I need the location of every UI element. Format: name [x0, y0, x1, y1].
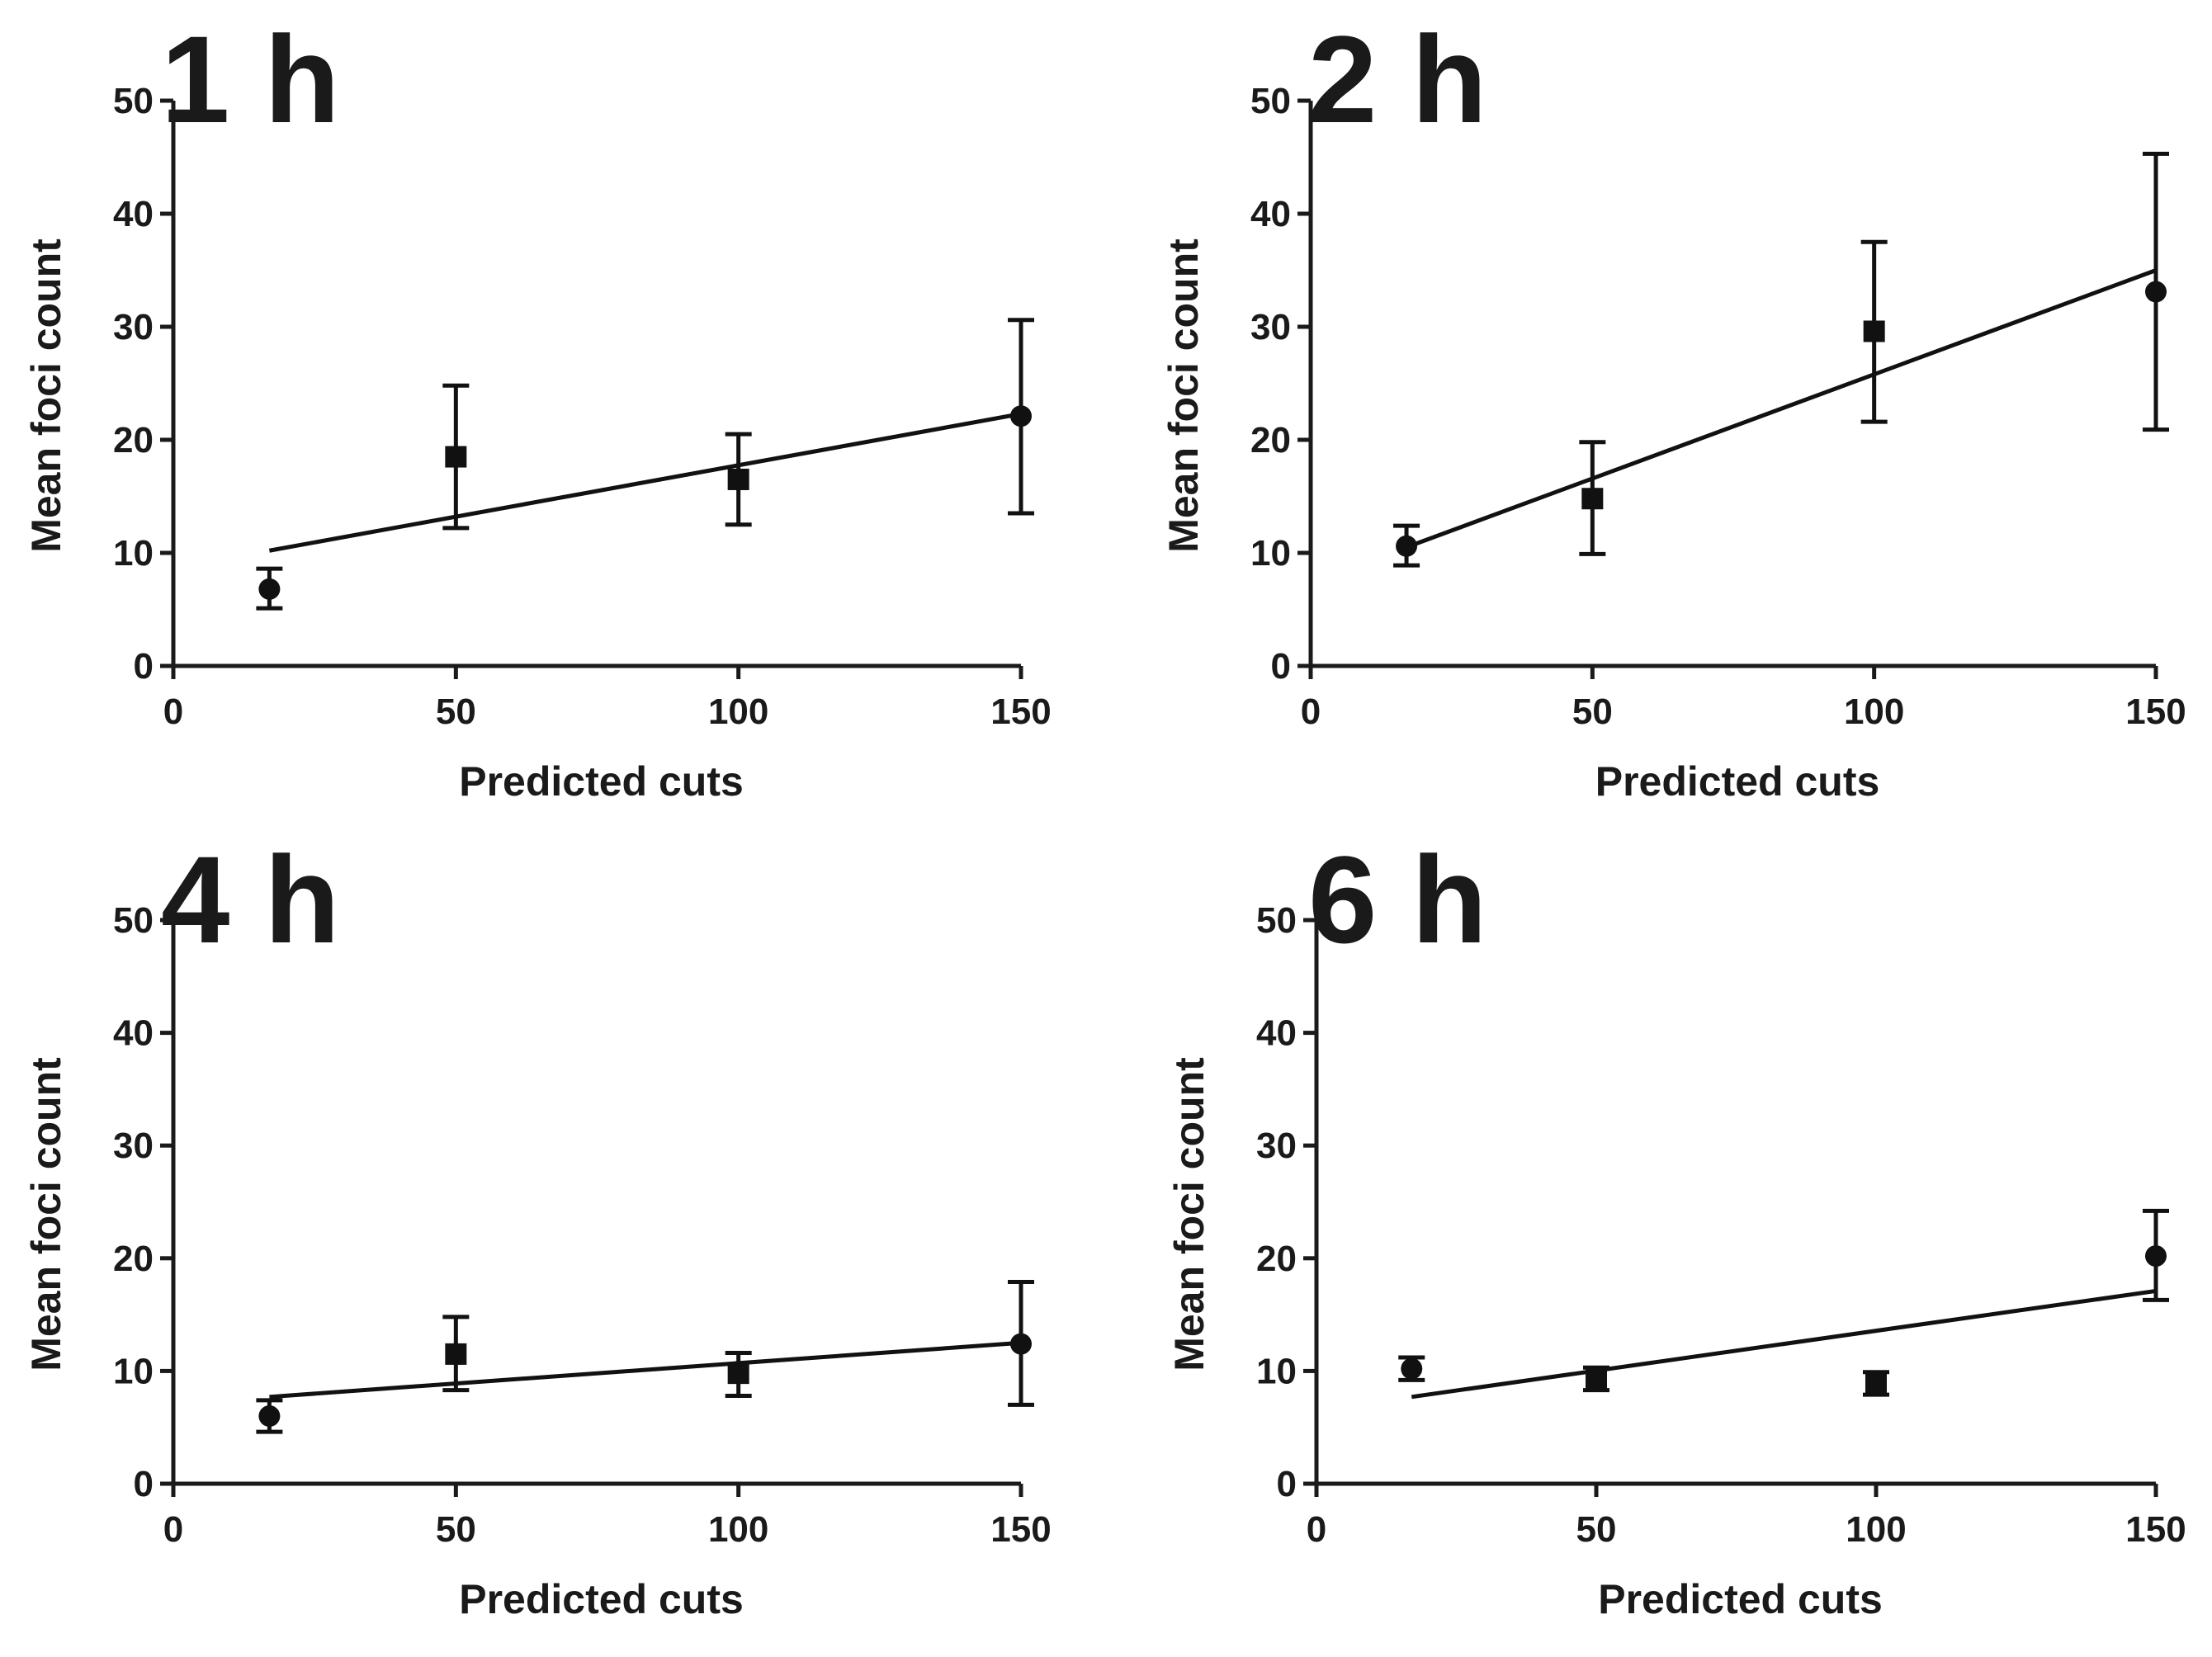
x-tick-label: 0 — [1301, 692, 1321, 732]
y-tick-label: 0 — [1277, 1464, 1297, 1504]
y-tick-label: 40 — [113, 1013, 154, 1054]
y-axis-label: Mean foci count — [23, 238, 69, 553]
data-point-square — [1581, 488, 1604, 510]
x-tick-label: 150 — [2125, 1509, 2186, 1550]
y-tick-label: 20 — [1256, 1239, 1297, 1279]
y-tick-label: 40 — [1256, 1013, 1297, 1054]
x-tick-label: 50 — [1572, 692, 1613, 732]
y-axis-label: Mean foci count — [1160, 238, 1207, 553]
y-tick-label: 30 — [1250, 307, 1291, 347]
x-tick-label: 0 — [1307, 1509, 1326, 1550]
data-point-square — [1586, 1367, 1607, 1390]
x-tick-label: 0 — [163, 1509, 183, 1550]
data-point-square — [727, 1362, 749, 1385]
y-tick-label: 40 — [113, 194, 154, 234]
x-tick-label: 100 — [708, 1509, 768, 1550]
y-tick-label: 10 — [1250, 533, 1291, 574]
fit-line — [1411, 1288, 2157, 1400]
x-axis-label: Predicted cuts — [1595, 758, 1880, 805]
y-tick-label: 10 — [1256, 1351, 1297, 1391]
fit-line — [1406, 268, 2157, 550]
x-tick-label: 150 — [2125, 692, 2186, 732]
x-tick-label: 100 — [1846, 1509, 1906, 1550]
y-tick-label: 30 — [1256, 1126, 1297, 1166]
data-point-circle — [1401, 1357, 1423, 1380]
y-tick-label: 20 — [113, 1239, 154, 1279]
data-point-circle — [1396, 535, 1418, 557]
y-tick-label: 0 — [134, 646, 154, 687]
x-tick-label: 150 — [990, 1509, 1051, 1550]
y-tick-label: 10 — [113, 1351, 154, 1391]
panel-title: 1 h — [161, 10, 340, 149]
y-tick-label: 0 — [1271, 646, 1291, 687]
x-tick-label: 150 — [990, 692, 1051, 732]
x-tick-label: 50 — [436, 1509, 476, 1550]
y-tick-label: 50 — [1250, 81, 1291, 121]
data-point-circle — [1010, 405, 1032, 427]
y-tick-label: 20 — [1250, 420, 1291, 460]
y-axis-label: Mean foci count — [1166, 1057, 1212, 1371]
y-tick-label: 50 — [113, 900, 154, 941]
x-tick-label: 100 — [1844, 692, 1904, 732]
y-tick-label: 40 — [1250, 194, 1291, 234]
y-tick-label: 20 — [113, 420, 154, 460]
x-axis-label: Predicted cuts — [459, 758, 744, 805]
data-point-circle — [258, 1405, 281, 1428]
data-point-circle — [1010, 1333, 1032, 1355]
fit-line — [268, 412, 1022, 553]
panel-1: 1 h 0 10 20 30 40 50 0 50 100 150 Predicted cuts Mea… — [23, 10, 1052, 805]
y-tick-label: 0 — [134, 1464, 154, 1504]
x-axis-label: Predicted cuts — [459, 1576, 744, 1622]
data-point-square — [445, 446, 467, 468]
panel-3: 4 h 0 10 20 30 40 50 0 50 100 150 Predicted cuts Mea… — [23, 830, 1052, 1622]
y-tick-label: 50 — [1256, 900, 1297, 941]
data-point-square — [445, 1343, 467, 1365]
data-point-circle — [2145, 281, 2167, 303]
fit-line — [269, 1340, 1022, 1400]
panel-2: 2 h 0 10 20 30 40 50 0 50 100 150 Predicted cuts Mea… — [1160, 10, 2186, 805]
data-point-square — [727, 468, 749, 490]
data-point-square — [1865, 1372, 1887, 1395]
panel-4: 6 h 0 10 20 30 40 50 0 50 100 150 Predicted cuts Mea… — [1166, 830, 2186, 1622]
x-tick-label: 50 — [1576, 1509, 1617, 1550]
data-point-square — [1863, 320, 1885, 342]
x-axis-label: Predicted cuts — [1598, 1576, 1883, 1622]
data-point-circle — [258, 578, 281, 600]
panel-title: 6 h — [1308, 830, 1487, 969]
y-axis-label: Mean foci count — [23, 1057, 69, 1371]
y-tick-label: 30 — [113, 1126, 154, 1166]
y-tick-label: 30 — [113, 307, 154, 347]
panel-title: 2 h — [1308, 10, 1487, 149]
y-tick-label: 50 — [113, 81, 154, 121]
y-tick-label: 10 — [113, 533, 154, 574]
panel-title: 4 h — [161, 830, 340, 969]
data-point-circle — [2145, 1245, 2167, 1268]
x-tick-label: 100 — [708, 692, 768, 732]
x-tick-label: 50 — [436, 692, 476, 732]
x-tick-label: 0 — [163, 692, 183, 732]
